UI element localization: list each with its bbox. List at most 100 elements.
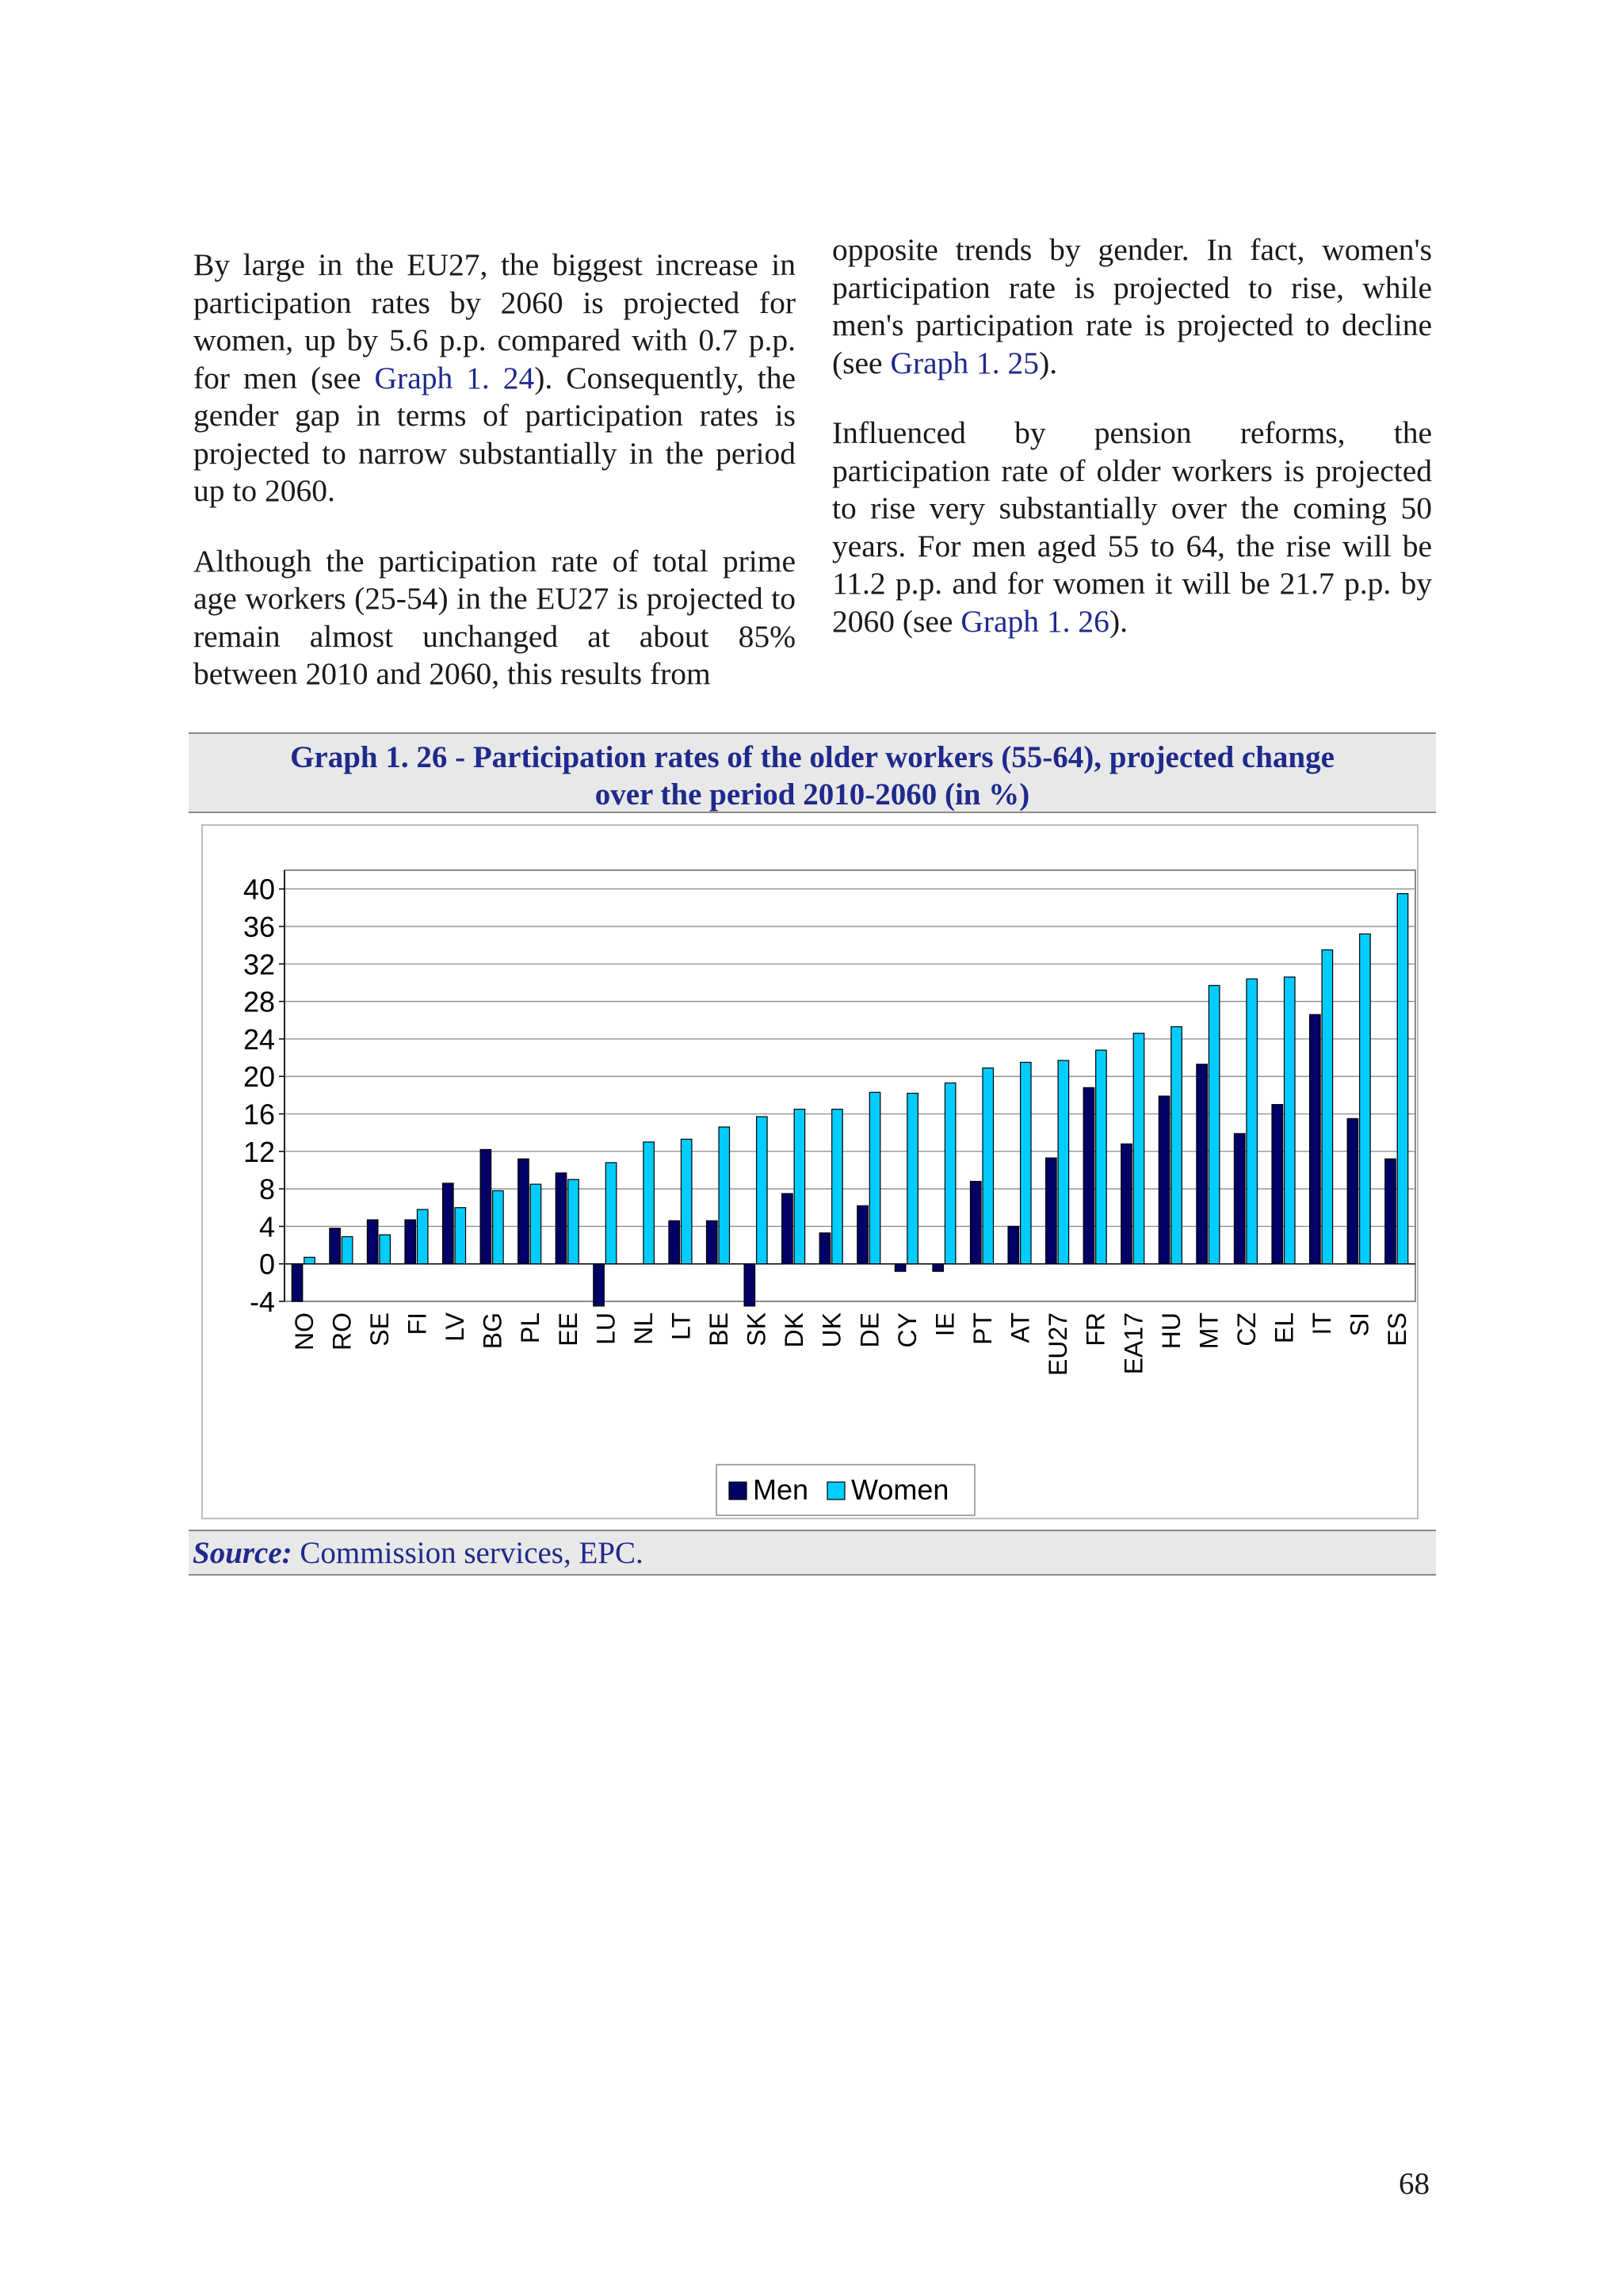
bar-men-de <box>857 1205 869 1265</box>
text-run: By large in the EU27, the biggest increa… <box>193 247 796 395</box>
x-tick-label: ES <box>1383 1312 1411 1347</box>
bar-women-es <box>1396 892 1409 1265</box>
y-tick-label: 4 <box>259 1210 275 1243</box>
plot-area-border <box>284 869 1416 1302</box>
x-tick-label: SI <box>1346 1312 1374 1336</box>
x-tick-label: FR <box>1082 1312 1110 1347</box>
x-tick-label: NL <box>629 1312 658 1345</box>
x-tick-label: DK <box>780 1312 808 1347</box>
y-tick-label: 12 <box>243 1136 275 1168</box>
bar-women-fi <box>416 1209 429 1265</box>
bar-men-es <box>1384 1158 1396 1265</box>
bar-women-uk <box>831 1108 843 1265</box>
bar-women-dk <box>793 1108 806 1265</box>
bar-women-el <box>1283 976 1296 1265</box>
source-text: Commission services, EPC. <box>292 1536 643 1570</box>
y-tick-label: 40 <box>243 873 275 906</box>
x-tick-label: AT <box>1006 1312 1035 1343</box>
bar-men-dk <box>781 1193 793 1265</box>
bar-men-at <box>1007 1225 1020 1265</box>
x-tick-label: BE <box>705 1312 733 1347</box>
bar-men-ea17 <box>1121 1143 1132 1265</box>
paragraph: Although the participation rate of total… <box>193 543 796 692</box>
text-run: ). <box>1109 603 1128 639</box>
paragraph: opposite trends by gender. In fact, wome… <box>832 231 1432 382</box>
source-line: Source: Commission services, EPC. <box>193 1534 643 1572</box>
bar-men-be <box>705 1220 718 1265</box>
bar-women-no <box>304 1256 315 1265</box>
graph-figure: Graph 1. 26 - Participation rates of the… <box>189 732 1436 1576</box>
bar-women-hu <box>1170 1026 1182 1265</box>
y-tick-label: 20 <box>243 1060 275 1093</box>
y-tick-label: 36 <box>243 911 275 943</box>
x-tick-label: CY <box>893 1312 922 1347</box>
bar-men-se <box>366 1219 379 1265</box>
bar-men-bg <box>479 1148 492 1265</box>
bar-women-lv <box>454 1207 467 1265</box>
bar-women-pt <box>982 1067 995 1265</box>
bar-men-no <box>291 1263 304 1302</box>
graph-title-band: Graph 1. 26 - Participation rates of the… <box>189 732 1436 813</box>
x-tick-label: PT <box>968 1312 997 1345</box>
bar-men-fr <box>1083 1087 1095 1265</box>
bar-women-lu <box>605 1162 617 1265</box>
x-tick-label: FI <box>403 1312 431 1335</box>
y-tick-label: 28 <box>243 986 275 1018</box>
y-tick-label: 24 <box>243 1023 275 1056</box>
bar-men-lt <box>668 1220 681 1265</box>
bar-men-pl <box>517 1158 529 1265</box>
graph-reference-link[interactable]: Graph 1. 26 <box>960 603 1109 639</box>
bar-men-lu <box>593 1263 605 1307</box>
source-label: Source: <box>193 1536 292 1570</box>
graph-title: Graph 1. 26 - Participation rates of the… <box>189 739 1436 813</box>
bar-women-ea17 <box>1132 1033 1145 1265</box>
page-number: 68 <box>1399 2167 1430 2201</box>
x-tick-label: HU <box>1157 1312 1186 1349</box>
bar-women-bg <box>492 1190 504 1265</box>
graph-reference-link[interactable]: Graph 1. 25 <box>890 345 1040 380</box>
bar-women-de <box>869 1091 881 1265</box>
bar-men-fi <box>404 1219 417 1265</box>
bar-women-at <box>1019 1061 1032 1265</box>
legend-box <box>716 1464 976 1516</box>
bar-men-pt <box>969 1181 982 1265</box>
y-tick-label: 0 <box>259 1248 275 1281</box>
y-tick-label: 16 <box>243 1098 275 1130</box>
bar-women-nl <box>643 1141 655 1265</box>
bar-men-mt <box>1196 1064 1208 1265</box>
bar-men-it <box>1308 1014 1321 1265</box>
x-tick-label: DE <box>855 1312 884 1347</box>
paragraph: Influenced by pension reforms, the parti… <box>832 415 1432 640</box>
bar-women-be <box>718 1126 731 1265</box>
x-tick-label: RO <box>327 1312 356 1350</box>
bar-men-ee <box>555 1172 567 1265</box>
bar-women-sk <box>755 1116 768 1265</box>
bar-men-sk <box>743 1263 756 1307</box>
y-tick-label: 8 <box>259 1173 275 1205</box>
x-tick-label: EA17 <box>1119 1312 1148 1374</box>
legend-label-men: Men <box>753 1473 808 1506</box>
x-tick-label: EL <box>1270 1312 1299 1343</box>
graph-reference-link[interactable]: Graph 1. 24 <box>374 360 535 395</box>
source-band: Source: Commission services, EPC. <box>189 1530 1436 1576</box>
bar-women-lt <box>680 1138 693 1265</box>
bar-men-ie <box>932 1263 945 1272</box>
y-tick-label: 32 <box>243 948 275 980</box>
bar-men-eu27 <box>1045 1157 1057 1265</box>
right-text-column: opposite trends by gender. In fact, wome… <box>832 231 1432 640</box>
left-text-column: By large in the EU27, the biggest increa… <box>193 246 796 693</box>
legend-label-women: Women <box>851 1473 949 1506</box>
text-run: Influenced by pension reforms, the parti… <box>832 415 1432 639</box>
text-run: ). Consequently, the gender gap in terms… <box>193 360 796 509</box>
bar-women-fr <box>1095 1049 1107 1265</box>
bar-men-uk <box>819 1232 831 1265</box>
x-tick-label: SE <box>365 1312 394 1347</box>
bar-women-ee <box>567 1179 579 1265</box>
x-tick-label: LV <box>441 1312 469 1341</box>
bar-men-el <box>1271 1104 1284 1265</box>
x-tick-label: BG <box>479 1312 507 1349</box>
bar-women-se <box>379 1234 391 1265</box>
x-tick-label: PL <box>516 1312 544 1343</box>
x-tick-label: NO <box>290 1312 319 1350</box>
graph-title-line-1: Graph 1. 26 - Participation rates of the… <box>290 740 1335 774</box>
